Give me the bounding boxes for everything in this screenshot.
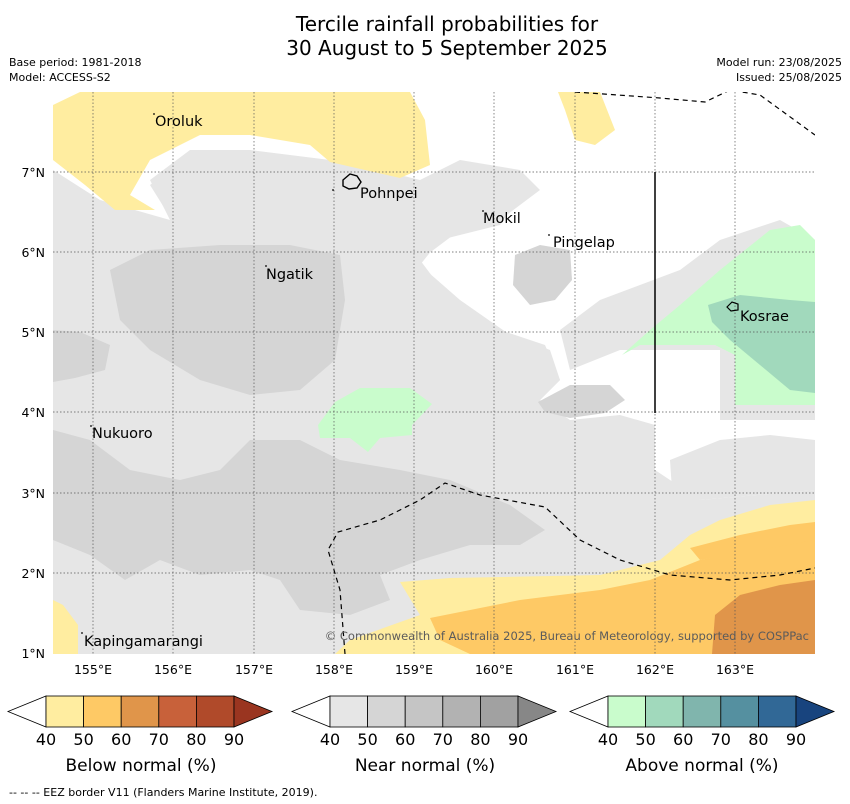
lat-label: 3°N [21,486,45,501]
lon-label: 161°E [556,662,594,677]
colorbar-low-extend [6,695,47,728]
colorbar-tick-label: 40 [320,730,340,749]
colorbar-swatch [758,695,797,728]
colorbar-tick-label: 60 [395,730,415,749]
lon-label: 163°E [716,662,754,677]
place-pingelap: Pingelap [553,235,615,251]
colorbar-tick-label: 80 [470,730,490,749]
above-normal-50-region [318,388,432,452]
lat-label: 2°N [21,566,45,581]
issued-date: Issued: 25/08/2025 [735,71,842,84]
colorbar-swatch [682,695,722,728]
below-normal-50-region [558,92,615,145]
below-normal-50-region [53,92,430,210]
lon-label: 160°E [475,662,513,677]
base-period: Base period: 1981-2018 [9,56,142,69]
colorbar-tick-label: 90 [224,730,244,749]
colorbar-swatch [404,695,444,728]
colorbar-tick-label: 60 [111,730,131,749]
kosrae-island [726,301,739,312]
colorbar-tick-label: 90 [786,730,806,749]
colorbar-below: 40 50 60 70 80 90 [6,695,274,749]
lat-label: 7°N [21,165,45,180]
below-normal-70-region [712,580,815,654]
colorbar-swatch [83,695,122,728]
pohnpei-island [342,173,362,190]
near-normal-60-patch [538,385,625,418]
model-name: Model: ACCESS-S2 [9,71,111,84]
place-oroluk: Oroluk [155,114,203,130]
colorbar-title-below: Below normal (%) [65,756,217,776]
colorbar-swatch [45,695,84,728]
model-run: Model run: 23/08/2025 [716,56,842,69]
below-normal-50-region [53,600,78,654]
colorbar-tick-label: 40 [598,730,618,749]
lat-label: 6°N [21,245,45,260]
place-ngatik: Ngatik [266,267,314,283]
eez-border [327,92,815,654]
place-nukuoro: Nukuoro [92,426,153,442]
lon-label: 159°E [395,662,433,677]
colorbar-above: 40 50 60 70 80 90 [568,695,836,749]
lon-label: 157°E [235,662,273,677]
place-pohnpei: Pohnpei [360,186,418,202]
colorbar-swatch [479,695,519,728]
colorbar-tick-label: 70 [149,730,169,749]
colorbar-low-extend [568,695,609,728]
colorbar-tick-label: 60 [673,730,693,749]
lon-label: 162°E [636,662,674,677]
eez-footnote: -- -- -- EEZ border V11 (Flanders Marine… [9,786,318,799]
below-normal-60-region [690,522,815,560]
colorbar-high-extend [517,695,558,728]
meta-left: Base period: 1981-2018 Model: ACCESS-S2 [9,55,141,85]
colorbar-tick-label: 90 [508,730,528,749]
meta-right: Model run: 23/08/2025 Issued: 25/08/2025 [716,55,842,85]
map-title: Tercile rainfall probabilities for 30 Au… [0,12,850,60]
lat-label: 4°N [21,405,45,420]
place-kapingamarangi: Kapingamarangi [84,634,203,650]
colorbar-title-above: Above normal (%) [625,756,779,776]
near-normal-60-patch [53,430,545,615]
lon-label: 155°E [74,662,112,677]
colorbar-near: 40 50 60 70 80 90 [290,695,558,749]
colorbar-tick-label: 40 [36,730,56,749]
colorbar-tick-label: 70 [711,730,731,749]
colorbar-swatch [120,695,160,728]
near-normal-region [670,435,815,500]
lat-label: 1°N [21,646,45,661]
near-normal-60-patch [53,330,110,382]
colorbar-tick-label: 50 [73,730,93,749]
colorbar-title-near: Near normal (%) [354,756,496,776]
colorbar-swatch [607,695,646,728]
neutral-region-north [53,92,815,500]
colorbar-tick-label: 80 [748,730,768,749]
colorbar-swatch [720,695,759,728]
colorbar-swatch [195,695,235,728]
copyright-notice: © Commonwealth of Australia 2025, Bureau… [325,629,809,643]
colorbar-low-extend [290,695,331,728]
forecast-map: Oroluk Pohnpei Mokil Pingelap Ngatik Kos… [21,92,815,677]
colorbar-tick-label: 80 [186,730,206,749]
lon-label: 156°E [154,662,192,677]
colorbar-tick-label: 50 [635,730,655,749]
near-normal-60-patch [110,245,345,395]
colorbar-high-extend [233,695,274,728]
title-line-2: 30 August to 5 September 2025 [286,36,608,60]
colorbar-tick-label: 70 [433,730,453,749]
colorbar-swatch [645,695,684,728]
colorbar-swatch [158,695,197,728]
lon-label: 158°E [315,662,353,677]
title-line-1: Tercile rainfall probabilities for [295,12,599,36]
colorbar-high-extend [795,695,836,728]
colorbar-tick-label: 50 [357,730,377,749]
colorbar-legend: 40 50 60 70 80 90 40 50 60 70 80 90 40 50 60 70 80 90 [6,695,836,749]
lat-label: 5°N [21,325,45,340]
colorbar-swatch [329,695,368,728]
place-mokil: Mokil [483,211,521,227]
place-kosrae: Kosrae [740,309,789,325]
near-normal-60-patch [513,245,572,305]
colorbar-swatch [367,695,406,728]
colorbar-swatch [442,695,481,728]
